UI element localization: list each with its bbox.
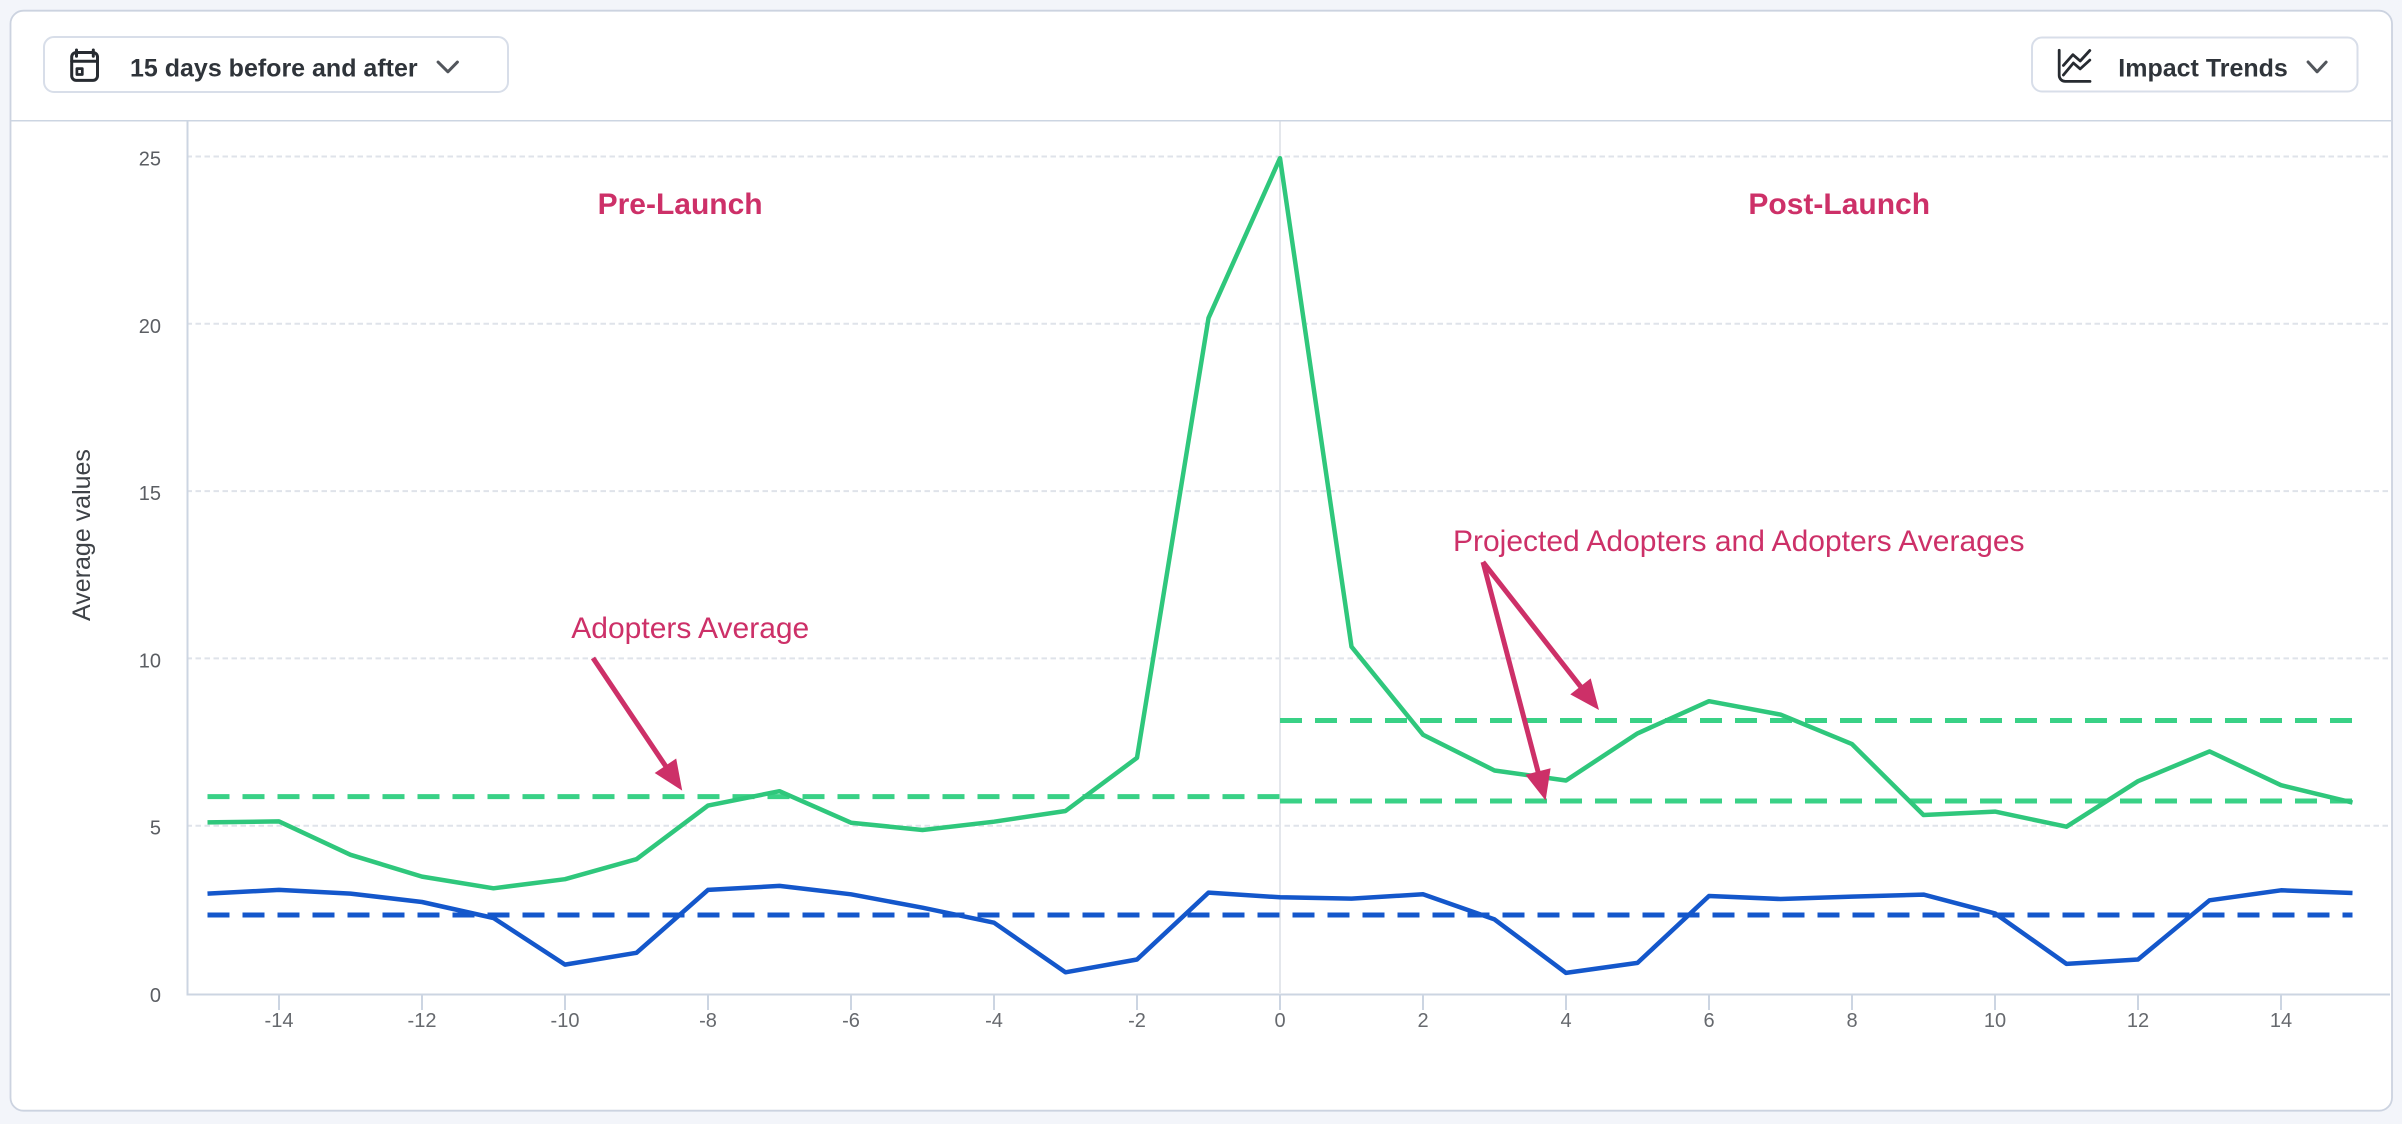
svg-text:15 days before and after: 15 days before and after xyxy=(130,55,418,83)
svg-text:25: 25 xyxy=(139,149,161,171)
svg-text:6: 6 xyxy=(1703,1010,1714,1032)
svg-text:Pre-Launch: Pre-Launch xyxy=(598,188,763,221)
svg-text:0: 0 xyxy=(1274,1010,1285,1032)
svg-text:Average values: Average values xyxy=(68,449,96,621)
svg-text:-10: -10 xyxy=(551,1010,580,1032)
svg-text:-8: -8 xyxy=(699,1010,717,1032)
svg-text:-6: -6 xyxy=(842,1010,860,1032)
svg-text:5: 5 xyxy=(150,818,161,840)
svg-text:14: 14 xyxy=(2270,1010,2292,1032)
svg-text:-12: -12 xyxy=(408,1010,437,1032)
svg-text:Post-Launch: Post-Launch xyxy=(1748,188,1930,221)
svg-text:Adopters Average: Adopters Average xyxy=(571,612,809,645)
svg-text:20: 20 xyxy=(139,316,161,338)
svg-text:10: 10 xyxy=(139,650,161,672)
svg-text:-14: -14 xyxy=(265,1010,294,1032)
svg-text:10: 10 xyxy=(1984,1010,2006,1032)
svg-text:Impact Trends: Impact Trends xyxy=(2118,55,2288,83)
svg-text:-2: -2 xyxy=(1128,1010,1146,1032)
svg-text:-4: -4 xyxy=(985,1010,1003,1032)
svg-text:4: 4 xyxy=(1560,1010,1571,1032)
svg-text:Projected Adopters and Adopter: Projected Adopters and Adopters Averages xyxy=(1453,525,2025,558)
svg-text:15: 15 xyxy=(139,483,161,505)
svg-text:2: 2 xyxy=(1417,1010,1428,1032)
svg-text:8: 8 xyxy=(1846,1010,1857,1032)
svg-text:12: 12 xyxy=(2127,1010,2149,1032)
svg-text:0: 0 xyxy=(150,985,161,1007)
